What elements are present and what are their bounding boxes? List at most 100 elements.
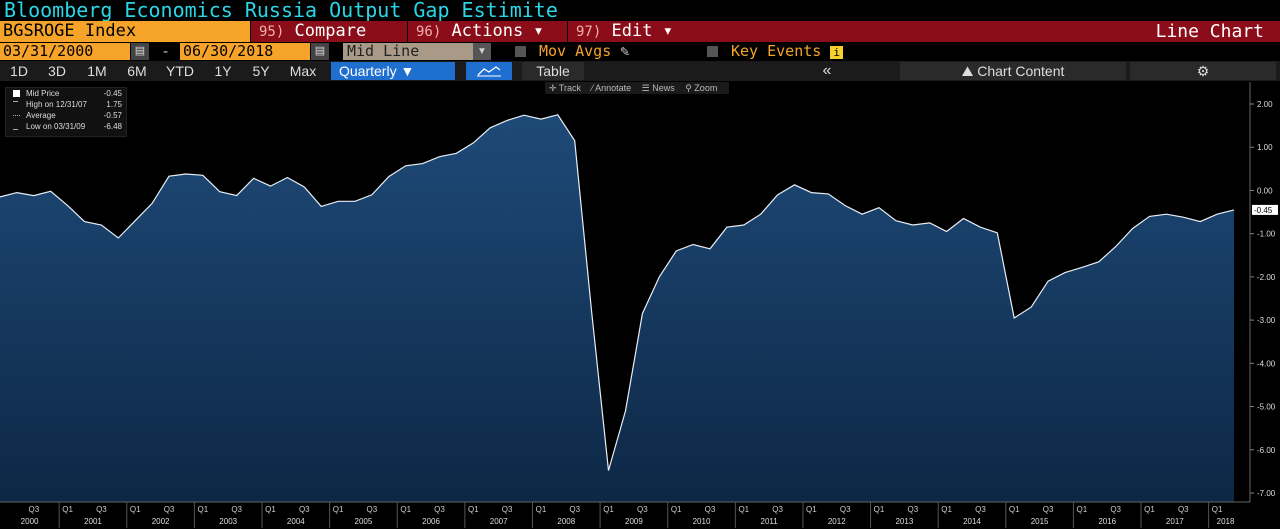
quarter-tick-label: Q1 <box>62 505 73 514</box>
year-tick-label: 2008 <box>557 517 575 526</box>
year-tick-label: 2011 <box>761 517 779 526</box>
range-1m[interactable]: 1M <box>87 63 107 79</box>
legend-row-average: Average -0.57 <box>6 110 126 121</box>
quarter-tick-label: Q3 <box>1178 505 1189 514</box>
quarter-tick-label: Q1 <box>333 505 344 514</box>
range-1d[interactable]: 1D <box>10 63 28 79</box>
quarter-tick-label: Q3 <box>907 505 918 514</box>
table-button[interactable]: Table <box>522 62 584 80</box>
y-tick-label: -4.00 <box>1257 359 1276 368</box>
chart-kind-label[interactable]: Line Chart <box>1155 21 1264 42</box>
edit-menu[interactable]: 97) Edit ▾ <box>567 21 685 42</box>
quarter-tick-label: Q3 <box>502 505 513 514</box>
year-tick-label: 2001 <box>84 517 102 526</box>
chart-legend: Mid Price -0.45 High on 12/31/07 1.75 Aver… <box>5 87 127 137</box>
quarter-tick-label: Q1 <box>1077 505 1088 514</box>
chevron-down-icon[interactable]: ▼ <box>473 43 491 60</box>
year-tick-label: 2012 <box>828 517 846 526</box>
legend-label: High on 12/31/07 <box>26 100 87 109</box>
range-1y[interactable]: 1Y <box>214 63 232 79</box>
quarter-tick-label: Q3 <box>299 505 310 514</box>
mov-avgs-checkbox[interactable] <box>515 46 526 57</box>
quarter-tick-label: Q1 <box>400 505 411 514</box>
year-tick-label: 2004 <box>287 517 305 526</box>
legend-label: Mid Price <box>26 89 60 98</box>
quarter-tick-label: Q3 <box>840 505 851 514</box>
range-5y[interactable]: 5Y <box>252 63 270 79</box>
legend-marker <box>13 115 20 117</box>
legend-row-mid: Mid Price -0.45 <box>6 88 126 99</box>
year-tick-label: 2002 <box>152 517 170 526</box>
annotate-tool[interactable]: ⁄ Annotate <box>591 83 632 93</box>
quarter-tick-label: Q3 <box>164 505 175 514</box>
zoom-tool[interactable]: ⚲ Zoom <box>685 83 718 93</box>
key-events-label[interactable]: Key Events i <box>731 42 843 62</box>
legend-value: 1.75 <box>106 100 122 109</box>
end-date-field[interactable]: 06/30/2018 <box>180 43 310 60</box>
quarter-tick-label: Q3 <box>975 505 986 514</box>
quarter-tick-label: Q1 <box>536 505 547 514</box>
quarter-tick-label: Q1 <box>1212 505 1223 514</box>
range-3d[interactable]: 3D <box>48 63 66 79</box>
chart-toolbar: ✛ Track ⁄ Annotate ☰ News ⚲ Zoom <box>545 82 730 94</box>
start-calendar-icon[interactable]: ▤ <box>131 43 149 60</box>
compare-menu[interactable]: 95) Compare <box>250 21 407 42</box>
window-title: Bloomberg Economics Russia Output Gap Es… <box>0 0 1280 21</box>
ticker-field[interactable]: BGSROGE Index <box>0 21 250 42</box>
range-6m[interactable]: 6M <box>127 63 147 79</box>
actions-menu[interactable]: 96) Actions ▾ <box>407 21 567 42</box>
quarter-tick-label: Q3 <box>569 505 580 514</box>
range-ytd[interactable]: YTD <box>166 63 194 79</box>
track-tool[interactable]: ✛ Track <box>549 83 582 93</box>
end-calendar-icon[interactable]: ▤ <box>311 43 329 60</box>
quarter-tick-label: Q3 <box>28 505 39 514</box>
y-tick-label: -6.00 <box>1257 446 1276 455</box>
quarter-tick-label: Q3 <box>96 505 107 514</box>
line-chart-icon[interactable] <box>466 62 512 80</box>
y-tick-label: 0.00 <box>1257 186 1273 195</box>
series-line <box>0 114 1235 471</box>
gear-icon[interactable]: ⚙ <box>1130 62 1276 80</box>
line-mode-select[interactable]: Mid Line <box>343 43 473 60</box>
mov-avgs-text: Mov Avgs <box>539 42 612 60</box>
news-tool[interactable]: ☰ News <box>641 83 675 93</box>
quarter-tick-label: Q3 <box>772 505 783 514</box>
y-tick-label: 2.00 <box>1257 100 1273 109</box>
quarter-tick-label: Q1 <box>468 505 479 514</box>
edit-number: 97) <box>576 24 602 40</box>
quarter-tick-label: Q1 <box>1144 505 1155 514</box>
period-select[interactable]: Quarterly ▼ <box>331 62 455 80</box>
start-date-field[interactable]: 03/31/2000 <box>0 43 130 60</box>
chart-content-button[interactable]: ⛰ Chart Content <box>900 62 1126 80</box>
quarter-tick-label: Q1 <box>130 505 141 514</box>
legend-marker <box>13 101 18 108</box>
legend-row-low: Low on 03/31/09 -6.48 <box>6 121 126 132</box>
quarter-tick-label: Q3 <box>1110 505 1121 514</box>
year-tick-label: 2007 <box>490 517 508 526</box>
quarter-tick-label: Q1 <box>671 505 682 514</box>
quarter-tick-label: Q1 <box>603 505 614 514</box>
quarter-tick-label: Q3 <box>1043 505 1054 514</box>
mov-avgs-label[interactable]: Mov Avgs ✎ <box>539 42 629 61</box>
collapse-icon[interactable]: « <box>822 62 832 79</box>
year-tick-label: 2017 <box>1166 517 1184 526</box>
quarter-tick-label: Q1 <box>1009 505 1020 514</box>
y-tick-label: -2.00 <box>1257 273 1276 282</box>
range-max[interactable]: Max <box>289 63 317 79</box>
chart-area[interactable]: 2.00 1.00 0.00 -1.00 -2.00 -3.00 -4.00 -5.00 -6.… <box>0 82 1280 529</box>
quarter-tick-label: Q3 <box>434 505 445 514</box>
quarter-tick-label: Q1 <box>738 505 749 514</box>
key-events-checkbox[interactable] <box>707 46 718 57</box>
compare-label: Compare <box>294 21 367 41</box>
quarter-tick-label: Q3 <box>705 505 716 514</box>
y-tick-label: 1.00 <box>1257 143 1273 152</box>
last-value-badge <box>1252 204 1278 215</box>
quarter-tick-label: Q1 <box>941 505 952 514</box>
year-tick-label: 2014 <box>963 517 981 526</box>
quarter-tick-label: Q1 <box>806 505 817 514</box>
quarter-tick-label: Q3 <box>637 505 648 514</box>
pencil-icon: ✎ <box>620 42 630 60</box>
legend-marker <box>13 90 20 97</box>
legend-value: -6.48 <box>103 122 122 131</box>
legend-label: Average <box>26 111 56 120</box>
